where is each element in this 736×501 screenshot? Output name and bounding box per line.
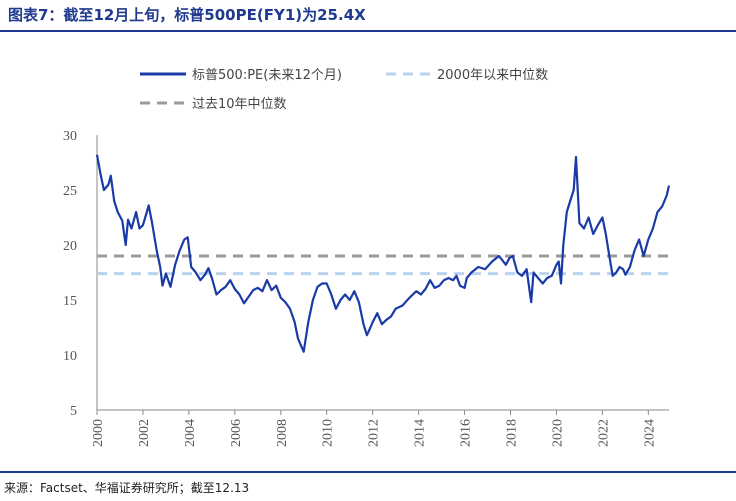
x-tick-label: 2024	[642, 419, 657, 447]
x-tick-label: 2014	[413, 419, 428, 447]
x-tick-label: 2020	[550, 419, 565, 447]
y-tick-label: 15	[63, 294, 77, 309]
legend-label-series: 标普500:PE(未来12个月)	[192, 68, 342, 83]
y-tick-label: 20	[63, 239, 77, 254]
x-tick-label: 2018	[504, 419, 519, 447]
x-tick-label: 2012	[367, 419, 382, 447]
source-note: 来源：Factset、华福证券研究所；截至12.13	[4, 481, 250, 495]
pe-line-chart: 标普500:PE(未来12个月) 2000年以来中位数 过去10年中位数 5 10…	[63, 68, 671, 447]
x-tick-label: 2002	[137, 419, 152, 447]
legend-label-median-10y: 过去10年中位数	[192, 97, 287, 112]
series-lines	[95, 154, 671, 353]
x-tick-label: 2006	[229, 419, 244, 447]
x-tick-label: 2004	[183, 419, 198, 447]
figure-title: 图表7：截至12月上旬，标普500PE(FY1)为25.4X	[8, 6, 366, 24]
x-tick-label: 2010	[321, 419, 336, 447]
chart-axes: 5 10 15 20 25 30 2000 2002 2004 2006 2008 2010 2012 2…	[63, 129, 669, 447]
reference-lines	[97, 254, 669, 276]
title-underline	[0, 30, 736, 32]
x-tick-label: 2008	[275, 419, 290, 447]
chart-legend: 标普500:PE(未来12个月) 2000年以来中位数 过去10年中位数	[140, 68, 548, 112]
footer-rule	[0, 471, 736, 473]
pe-series-line	[95, 154, 671, 353]
x-tick-label: 2000	[91, 419, 106, 447]
x-tick-label: 2022	[596, 419, 611, 447]
y-tick-label: 30	[63, 129, 77, 144]
y-tick-label: 5	[70, 404, 77, 419]
y-tick-label: 25	[63, 184, 77, 199]
y-tick-label: 10	[63, 349, 77, 364]
legend-label-median-2000: 2000年以来中位数	[437, 68, 548, 83]
x-tick-label: 2016	[459, 419, 474, 447]
